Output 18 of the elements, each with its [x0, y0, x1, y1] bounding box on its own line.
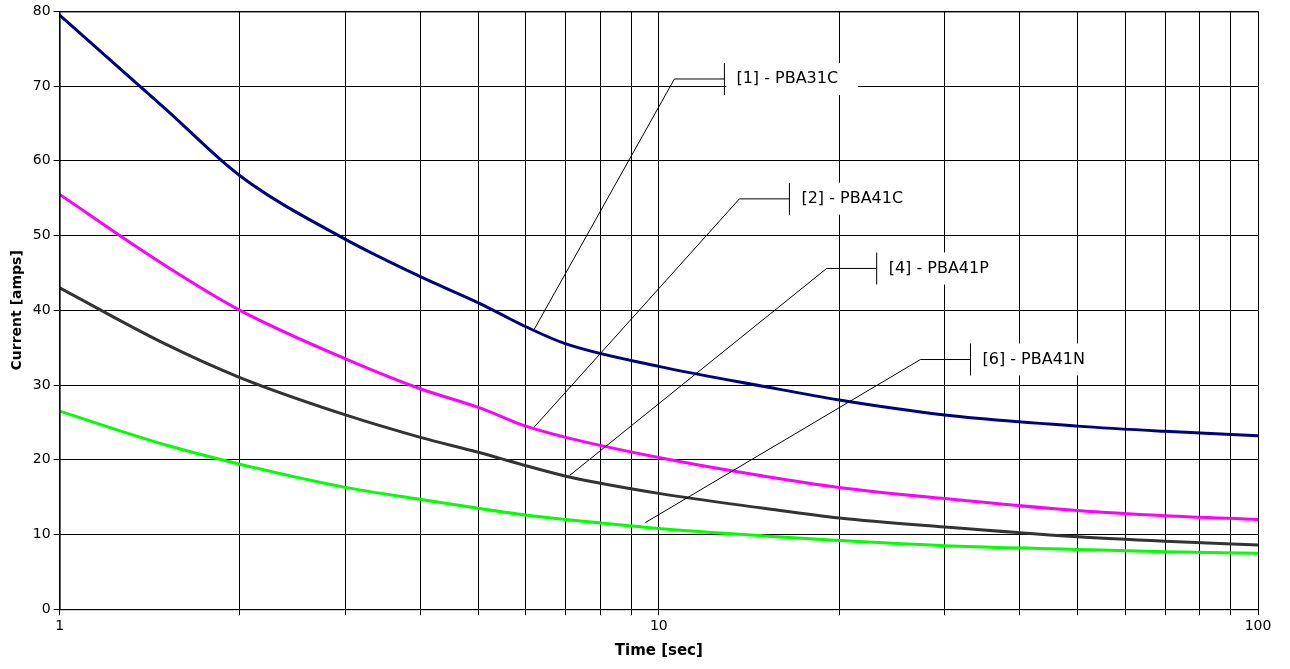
x-tick-label: 1 [55, 617, 65, 634]
y-tick-label: 60 [32, 151, 51, 168]
x-tick-label: 10 [649, 617, 668, 634]
y-axis-title: Current [amps] [8, 250, 25, 371]
x-tick-label: 100 [1244, 617, 1272, 634]
y-tick-label: 20 [32, 450, 51, 467]
y-tick-label: 0 [41, 599, 51, 616]
y-tick-label: 80 [32, 2, 51, 19]
x-axis-title: Time [sec] [614, 640, 703, 659]
annotation: [6] - PBA41N [982, 348, 1085, 368]
y-tick-label: 30 [32, 375, 51, 392]
y-tick-label: 50 [32, 226, 51, 243]
y-tick-label: 10 [32, 525, 51, 542]
annotation: [2] - PBA41C [801, 188, 904, 208]
annotation: [1] - PBA31C [736, 68, 839, 88]
annotation: [4] - PBA41P [888, 257, 990, 277]
y-tick-label: 70 [32, 76, 51, 93]
y-tick-label: 40 [32, 300, 51, 317]
